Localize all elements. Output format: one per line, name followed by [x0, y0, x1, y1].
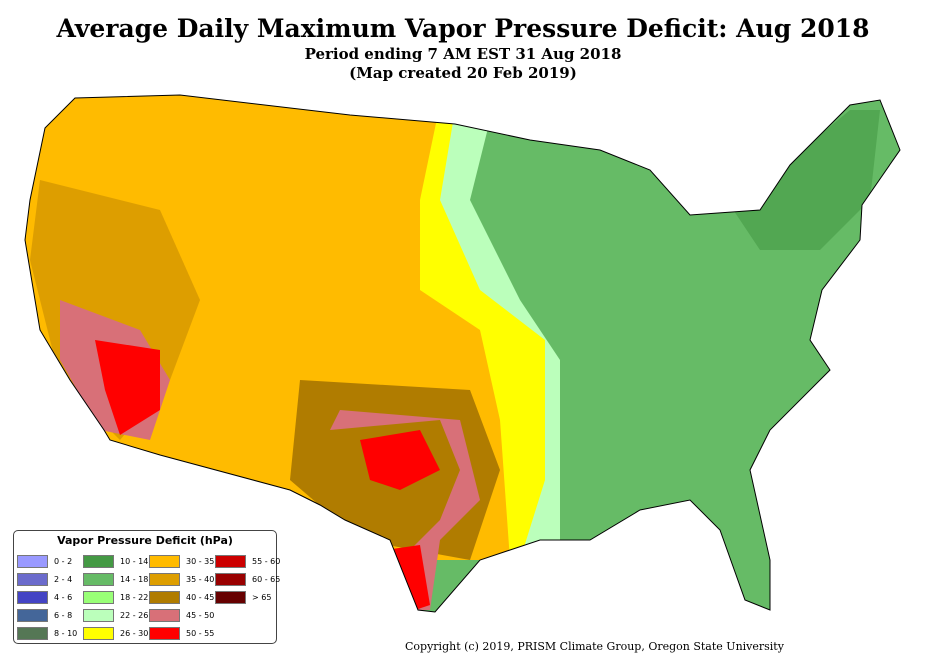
legend-label: 60 - 65	[252, 574, 281, 584]
legend-item: > 65	[215, 588, 281, 606]
legend-swatch	[83, 626, 114, 640]
legend-label: 10 - 14	[120, 556, 149, 566]
legend-label: 2 - 4	[54, 574, 73, 584]
legend-label: 50 - 55	[186, 628, 215, 638]
legend-swatch	[215, 572, 246, 586]
legend-swatch	[149, 554, 180, 568]
legend-item: 55 - 60	[215, 552, 281, 570]
legend-item: 8 - 10	[17, 624, 83, 642]
legend-swatch	[149, 590, 180, 604]
legend-swatch	[83, 554, 114, 568]
map-title: Average Daily Maximum Vapor Pressure Def…	[56, 14, 870, 43]
legend-label: 26 - 30	[120, 628, 149, 638]
legend-swatch	[83, 572, 114, 586]
texas-extreme-region	[360, 430, 440, 490]
legend-label: 14 - 18	[120, 574, 149, 584]
legend-item: 10 - 14	[83, 552, 149, 570]
legend-item: 30 - 35	[149, 552, 215, 570]
legend-label: 45 - 50	[186, 610, 215, 620]
legend-label: 0 - 2	[54, 556, 73, 566]
legend-item: 22 - 26	[83, 606, 149, 624]
legend-item: 14 - 18	[83, 570, 149, 588]
legend-label: 8 - 10	[54, 628, 78, 638]
legend-item: 60 - 65	[215, 570, 281, 588]
legend-grid: 0 - 2 2 - 4 4 - 6 6 - 8 8 - 10 10 - 14 14 - 18…	[17, 552, 281, 642]
legend-item: 2 - 4	[17, 570, 83, 588]
map-subtitle: Period ending 7 AM EST 31 Aug 2018	[304, 45, 622, 63]
copyright: Copyright (c) 2019, PRISM Climate Group,…	[405, 640, 784, 653]
legend-item: 4 - 6	[17, 588, 83, 606]
legend-swatch	[83, 608, 114, 622]
legend-item: 35 - 40	[149, 570, 215, 588]
legend-item: 40 - 45	[149, 588, 215, 606]
legend-label: 22 - 26	[120, 610, 149, 620]
legend-label: 30 - 35	[186, 556, 215, 566]
us-outline	[24, 94, 901, 613]
map-created-date: (Map created 20 Feb 2019)	[349, 64, 577, 82]
legend-swatch	[17, 590, 48, 604]
legend-label: 40 - 45	[186, 592, 215, 602]
legend-label: > 65	[252, 592, 272, 602]
legend-item: 50 - 55	[149, 624, 215, 642]
legend-swatch	[83, 590, 114, 604]
legend-swatch	[17, 572, 48, 586]
legend-label: 4 - 6	[54, 592, 73, 602]
legend-swatch	[149, 626, 180, 640]
northeast-region	[720, 110, 880, 250]
legend-swatch	[149, 608, 180, 622]
legend: Vapor Pressure Deficit (hPa) 0 - 2 2 - 4 4…	[13, 530, 280, 644]
legend-item: 0 - 2	[17, 552, 83, 570]
legend-swatch	[17, 554, 48, 568]
legend-title: Vapor Pressure Deficit (hPa)	[57, 534, 233, 547]
legend-swatch	[215, 590, 246, 604]
desert-extreme-region	[95, 340, 160, 435]
legend-label: 55 - 60	[252, 556, 281, 566]
legend-label: 18 - 22	[120, 592, 149, 602]
legend-item: 45 - 50	[149, 606, 215, 624]
legend-item: 26 - 30	[83, 624, 149, 642]
legend-label: 35 - 40	[186, 574, 215, 584]
legend-swatch	[17, 608, 48, 622]
legend-swatch	[149, 572, 180, 586]
legend-label: 6 - 8	[54, 610, 73, 620]
legend-swatch	[215, 554, 246, 568]
legend-item: 6 - 8	[17, 606, 83, 624]
legend-item: 18 - 22	[83, 588, 149, 606]
legend-swatch	[17, 626, 48, 640]
